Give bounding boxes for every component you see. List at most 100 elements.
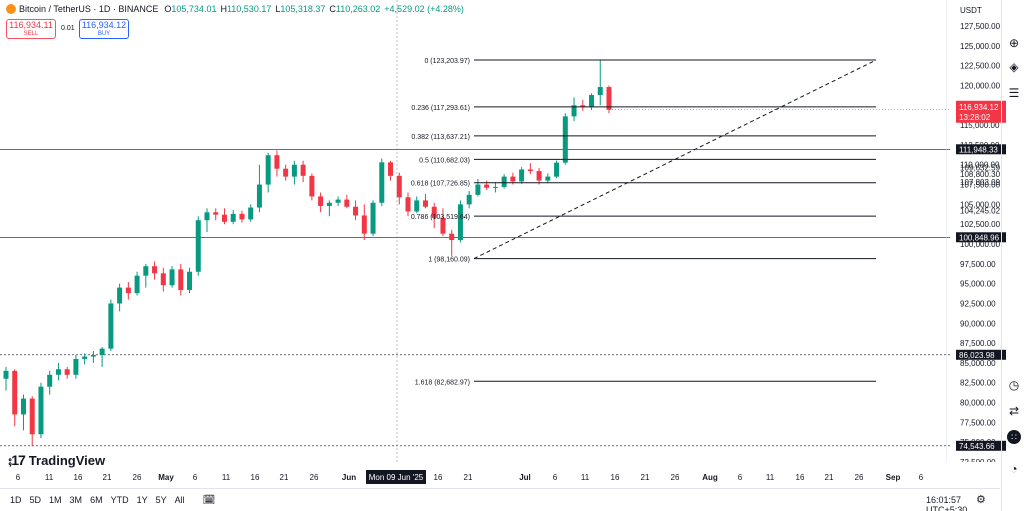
sell-button[interactable]: 116,934.11 SELL [6, 19, 56, 39]
chart-legend: Bitcoin / TetherUS · 1D · BINANCE O105,7… [6, 4, 464, 14]
candle-body [414, 200, 420, 212]
y-tick-label: 90,000.00 [960, 319, 996, 328]
x-tick-label: 11 [222, 473, 231, 482]
clock-label[interactable]: 16:01:57 UTC+5:30 [926, 495, 968, 511]
candle-body [90, 354, 96, 357]
change-value: +4,529.02 (+4.28%) [384, 4, 464, 14]
bitcoin-icon [6, 4, 16, 14]
watchlist-icon[interactable]: ☰ [1008, 86, 1020, 100]
candle-body [213, 212, 219, 215]
y-extra-label: 107,803.09 [960, 178, 1001, 187]
open-value: 105,734.01 [171, 4, 217, 14]
fib-level-label: 0.236 (117,293.61) [411, 105, 470, 112]
countdown-label: 13:28:02 [959, 113, 991, 122]
x-tick-label: 21 [825, 473, 834, 482]
price-axis[interactable]: 127,500.00 125,000.00 122,500.00 120,000.00… [946, 0, 1006, 462]
x-tick-label: 21 [464, 473, 473, 482]
price-badge-label: 100,848.96 [959, 233, 1000, 242]
y-tick-label: 122,500.00 [960, 62, 1001, 71]
x-tick-label: 26 [855, 473, 864, 482]
candle-body [3, 370, 9, 379]
grid-apps-icon[interactable]: ∷ [1007, 430, 1021, 444]
y-tick-label: 115,000.00 [960, 121, 1000, 130]
y-extra-label: 109,632.59 [960, 164, 1001, 173]
range-1m[interactable]: 1M [49, 495, 62, 505]
fib-level-label: 0 (123,203.97) [424, 58, 470, 65]
price-badge-label: 86,023.98 [959, 351, 995, 360]
candle-body [309, 175, 315, 197]
currency-label[interactable]: USDT [960, 6, 982, 15]
spread-value: 0.01 [61, 25, 75, 32]
layers-icon[interactable]: ◈ [1009, 60, 1019, 74]
crosshair-date-badge [366, 470, 426, 484]
candle-body [492, 186, 498, 188]
candle-body [510, 176, 516, 182]
close-key: C [329, 4, 336, 14]
range-6m[interactable]: 6M [90, 495, 103, 505]
x-tick-label: 6 [553, 473, 558, 482]
x-tick-label: 6 [738, 473, 743, 482]
x-tick-label: Sep [886, 473, 901, 482]
crosshair-date-label: Mon 09 Jun '25 [369, 473, 424, 482]
alert-clock-icon[interactable]: ◷ [1008, 378, 1020, 392]
tv-mark-icon: ⨟17 [8, 452, 26, 468]
candle-body [73, 358, 79, 375]
candle-body [82, 356, 88, 359]
price-badge-label: 111,948.33 [959, 145, 998, 154]
candle-body [484, 184, 490, 188]
x-tick-label: 6 [193, 473, 198, 482]
range-5d[interactable]: 5D [29, 495, 42, 505]
fib-level-label: 0.618 (107,726.85) [411, 181, 470, 188]
candle-body [431, 206, 437, 218]
candle-body [422, 200, 428, 207]
candle-body [580, 105, 586, 107]
buy-label: BUY [97, 31, 111, 37]
candle-body [195, 220, 201, 272]
x-tick-label: 21 [103, 473, 112, 482]
y-tick-label: 125,000.00 [960, 42, 1001, 51]
current-price-badge [956, 100, 1006, 123]
x-tick-label: 6 [16, 473, 21, 482]
candle-body [143, 266, 149, 276]
y-tick-label: 100,000.00 [960, 240, 1001, 249]
x-tick-label: 26 [133, 473, 142, 482]
sell-price: 116,934.11 [9, 20, 53, 30]
candle-body [178, 269, 184, 290]
range-5y[interactable]: 5Y [155, 495, 167, 505]
ohlc-values: O105,734.01 H110,530.17 L105,318.37 C110… [164, 4, 463, 14]
alerts-icon[interactable]: ◔ [1010, 462, 1018, 476]
candle-body [475, 184, 481, 195]
range-1y[interactable]: 1Y [136, 495, 148, 505]
candle-body [554, 162, 560, 177]
y-tick-label: 77,500.00 [960, 418, 996, 427]
calendar-range-icon[interactable]: 🗓︎ [202, 494, 216, 506]
range-3m[interactable]: 3M [69, 495, 83, 505]
candle-body [344, 199, 350, 207]
x-tick-label: 21 [641, 473, 650, 482]
buy-button[interactable]: 116,934.12 BUY [79, 19, 129, 39]
candle-body [536, 171, 542, 181]
low-value: 105,318.37 [280, 4, 326, 14]
symbol-info[interactable]: Bitcoin / TetherUS · 1D · BINANCE [6, 4, 158, 14]
plus-circle-icon[interactable]: ⊕ [1008, 36, 1020, 50]
candle-body [283, 168, 289, 177]
x-tick-label: 26 [310, 473, 319, 482]
fib-level-label: 1 (98,160.09) [428, 257, 470, 264]
range-ytd[interactable]: YTD [110, 495, 129, 505]
candle-body [248, 207, 254, 220]
range-1d[interactable]: 1D [10, 495, 22, 505]
y-tick-label: 95,000.00 [960, 280, 996, 289]
candle-body [318, 196, 324, 206]
candle-body [545, 176, 551, 181]
compare-icon[interactable]: ⇄ [1008, 404, 1020, 418]
price-badge [956, 349, 1006, 360]
candle-body [134, 275, 140, 294]
range-all[interactable]: All [174, 495, 185, 505]
candle-body [12, 370, 18, 415]
y-extra-label: 108,800.30 [960, 170, 1001, 179]
x-tick-label: Jun [342, 473, 356, 482]
settings-gear-icon[interactable]: ⚙ [976, 494, 986, 506]
time-axis[interactable]: 6 11 16 21 26 May 6 11 16 21 26 Jun 16 21 Jul 6 11 16 21 26… [0, 462, 946, 488]
price-chart[interactable]: 0 (123,203.97) 0.236 (117,293.61) 0.382 (1… [0, 0, 950, 462]
x-tick-label: 16 [74, 473, 83, 482]
